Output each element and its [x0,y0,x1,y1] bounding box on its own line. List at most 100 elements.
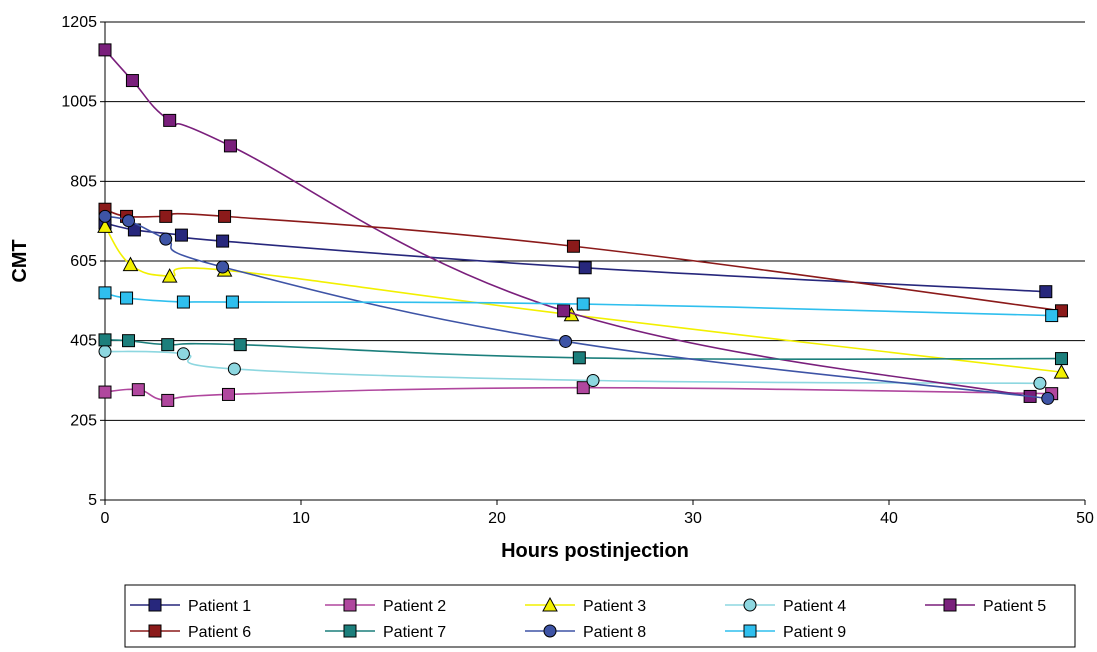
legend-marker [343,624,357,638]
data-point-patient-5 [163,113,177,127]
x-tick-label: 50 [1076,510,1094,527]
data-point-patient-7 [98,333,112,347]
legend-marker [343,598,357,612]
legend-marker [543,624,557,638]
legend-marker [148,598,162,612]
legend-label: Patient 8 [583,624,646,641]
data-point-patient-5 [557,304,571,318]
legend-label: Patient 7 [383,624,446,641]
data-point-patient-6 [566,239,580,253]
data-point-patient-2 [131,383,145,397]
series-patient-4 [98,344,1047,390]
data-point-patient-1 [174,228,188,242]
data-point-patient-4 [586,374,600,387]
legend-box [124,584,1076,648]
data-point-patient-8 [559,334,573,348]
data-point-patient-8 [98,209,112,223]
legend-item-patient-5: Patient 5 [925,598,1046,615]
data-point-patient-9 [120,291,134,305]
legend-marker [743,624,757,638]
series-line-patient-2 [104,386,1052,402]
x-tick-label: 10 [292,510,310,527]
x-axis-title: Hours postinjection [501,540,689,562]
y-tick-label: 405 [70,333,97,350]
legend-label: Patient 1 [188,598,251,615]
data-point-patient-5 [223,139,237,153]
data-point-patient-5 [98,43,112,57]
x-tick-label: 20 [488,510,506,527]
legend-marker [148,624,162,638]
data-point-patient-7 [572,351,586,365]
data-point-patient-2 [221,387,235,401]
legend-marker [743,598,757,612]
data-point-patient-2 [576,381,590,395]
series-patient-8 [98,209,1055,405]
data-point-patient-4 [98,344,112,358]
series-line-patient-9 [104,292,1052,317]
data-point-patient-9 [176,295,190,309]
y-tick-label: 205 [70,412,97,429]
y-axis-title: CMT [9,239,31,282]
x-tick-label: 30 [684,510,702,527]
series-line-patient-1 [104,222,1046,293]
legend-item-patient-3: Patient 3 [525,596,646,615]
legend-item-patient-2: Patient 2 [325,598,446,615]
series-patient-9 [98,286,1059,323]
y-tick-label: 5 [88,492,97,509]
data-point-patient-9 [225,295,239,309]
legend-item-patient-8: Patient 8 [525,624,646,641]
data-point-patient-9 [98,286,112,300]
legend: Patient 1 Patient 2 Patient 3 Patient 4 Pati… [124,584,1076,648]
data-point-patient-4 [176,347,190,361]
legend-item-patient-4: Patient 4 [725,598,846,615]
x-tick-label: 40 [880,510,898,527]
series-line-patient-8 [104,215,1048,400]
y-tick-label: 605 [70,253,97,270]
legend-item-patient-9: Patient 9 [725,624,846,641]
data-point-patient-1 [216,234,230,248]
legend-item-patient-6: Patient 6 [130,624,251,641]
x-tick-label: 0 [101,510,110,527]
data-point-patient-5 [125,74,139,88]
tick-labels: 5 205 405 605 805 1005 1205 0 10 20 30 40 50 [61,14,1094,527]
legend-label: Patient 6 [188,624,251,641]
gridlines [105,21,1085,421]
y-tick-label: 1205 [61,14,97,31]
legend-label: Patient 2 [383,598,446,615]
data-point-patient-6 [218,209,232,223]
legend-label: Patient 5 [983,598,1046,615]
data-point-patient-7 [233,338,247,352]
data-point-patient-9 [576,297,590,311]
series-patient-5 [98,43,1037,403]
series-line-patient-5 [104,49,1031,398]
series-line-patient-7 [104,339,1062,361]
legend-label: Patient 9 [783,624,846,641]
data-point-patient-7 [161,338,175,352]
legend-label: Patient 3 [583,598,646,615]
data-point-patient-3 [122,256,139,272]
legend-marker [542,596,558,612]
data-point-patient-3 [97,218,113,233]
series-line-patient-3 [104,225,1062,373]
y-tick-label: 1005 [61,94,97,111]
legend-item-patient-1: Patient 1 [130,598,251,615]
data-point-patient-9 [1045,309,1059,323]
series-layer [97,43,1070,407]
data-point-patient-3 [161,268,178,283]
series-line-patient-6 [104,208,1062,312]
data-point-patient-2 [98,385,112,399]
legend-marker [943,598,957,612]
data-point-patient-8 [122,214,136,228]
y-tick-label: 805 [70,173,97,190]
data-point-patient-4 [227,362,241,376]
data-point-patient-8 [216,260,230,274]
data-point-patient-6 [159,209,173,223]
legend-label: Patient 4 [783,598,846,615]
legend-item-patient-7: Patient 7 [325,624,446,641]
data-point-patient-4 [1033,376,1047,390]
data-point-patient-1 [1039,285,1053,299]
data-point-patient-8 [1041,391,1055,405]
data-point-patient-2 [161,393,175,407]
